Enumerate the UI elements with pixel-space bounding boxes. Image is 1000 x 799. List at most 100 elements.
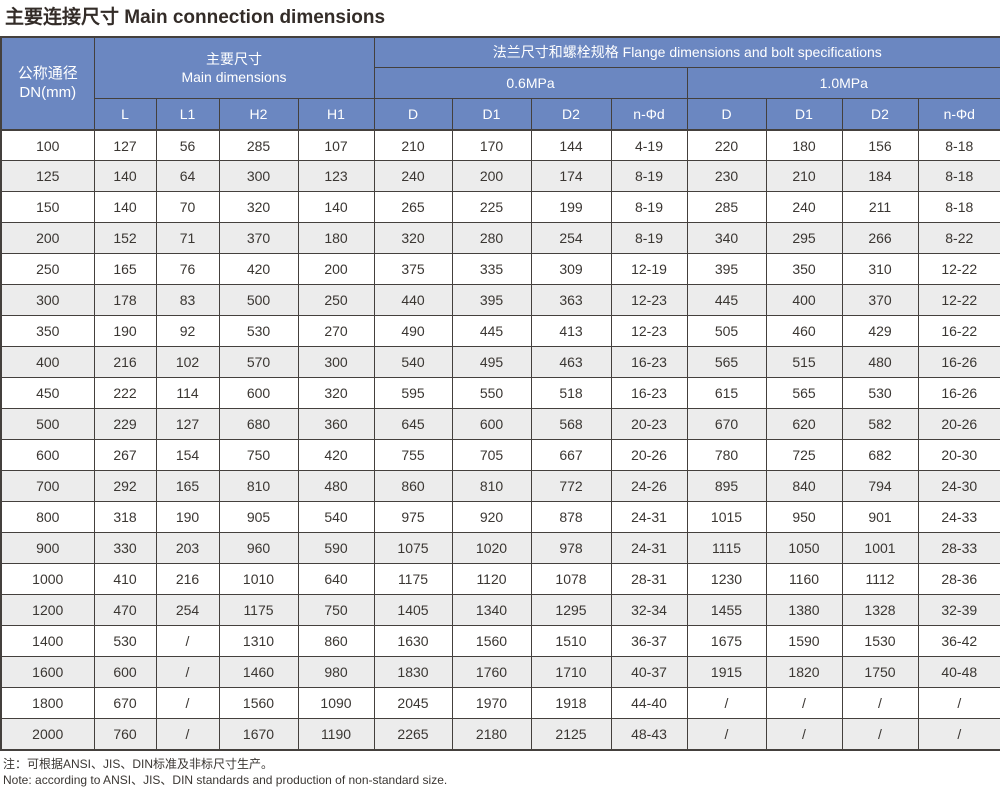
- cell: 127: [93, 129, 157, 162]
- cell: 500: [218, 284, 299, 317]
- cell: 28-36: [917, 563, 1000, 596]
- cell: 254: [530, 222, 612, 255]
- table-row: 1200 470 254 1175 750 1405 1340 1295 32-34 1455 13…: [0, 594, 1000, 627]
- cell: 270: [297, 315, 375, 348]
- table-body: 100 127 56 285 107 210 170 144 4-19 220 180 156 8-18…: [0, 129, 1000, 751]
- cell: 156: [841, 129, 919, 162]
- cell-dn: 250: [0, 253, 95, 286]
- column-header: D2: [841, 98, 919, 131]
- cell: 8-19: [610, 222, 688, 255]
- cell: 515: [765, 346, 843, 379]
- cell: 1020: [451, 532, 532, 565]
- cell-dn: 900: [0, 532, 95, 565]
- cell: 1380: [765, 594, 843, 627]
- cell: 410: [93, 563, 157, 596]
- cell: 518: [530, 377, 612, 410]
- cell: /: [841, 718, 919, 751]
- cell: 780: [686, 439, 767, 472]
- cell: 395: [451, 284, 532, 317]
- cell: 190: [93, 315, 157, 348]
- cell: 595: [373, 377, 453, 410]
- header-pressure-1-0mpa: 1.0MPa: [686, 67, 1000, 100]
- cell-dn: 300: [0, 284, 95, 317]
- cell: 794: [841, 470, 919, 503]
- cell: 102: [155, 346, 220, 379]
- cell: 24-31: [610, 532, 688, 565]
- cell: 1230: [686, 563, 767, 596]
- cell: 32-39: [917, 594, 1000, 627]
- cell: 250: [297, 284, 375, 317]
- cell: 395: [686, 253, 767, 286]
- cell: /: [155, 687, 220, 720]
- cell: 1460: [218, 656, 299, 689]
- cell: 12-19: [610, 253, 688, 286]
- table-row: 100 127 56 285 107 210 170 144 4-19 220 180 156 8-18: [0, 129, 1000, 162]
- table-row: 900 330 203 960 590 1075 1020 978 24-31 1115 1050 1…: [0, 532, 1000, 565]
- footnote-line-en: Note: according to ANSI、JIS、DIN standard…: [3, 772, 448, 787]
- cell: 445: [686, 284, 767, 317]
- cell-dn: 150: [0, 191, 95, 224]
- cell: 216: [93, 346, 157, 379]
- column-header: H2: [218, 98, 299, 131]
- cell: /: [686, 718, 767, 751]
- column-header: D: [686, 98, 767, 131]
- cell: 229: [93, 408, 157, 441]
- cell: 1675: [686, 625, 767, 658]
- cell: 320: [297, 377, 375, 410]
- header-dn-line1: 公称通径: [17, 64, 78, 82]
- cell: 810: [451, 470, 532, 503]
- cell: 582: [841, 408, 919, 441]
- cell: /: [155, 656, 220, 689]
- table-row: 1000 410 216 1010 640 1175 1120 1078 28-31 1230 11…: [0, 563, 1000, 596]
- cell: 71: [155, 222, 220, 255]
- cell: 1760: [451, 656, 532, 689]
- cell: 600: [451, 408, 532, 441]
- cell: 1710: [530, 656, 612, 689]
- cell: 760: [93, 718, 157, 751]
- column-header: H1: [297, 98, 375, 131]
- cell: 240: [765, 191, 843, 224]
- column-header: n-Φd: [917, 98, 1000, 131]
- table-row: 2000 760/1670 1190 2265 2180 2125 48-43// / /: [0, 718, 1000, 751]
- cell-dn: 500: [0, 408, 95, 441]
- column-header: n-Φd: [610, 98, 688, 131]
- cell: 64: [155, 160, 220, 193]
- cell: 420: [218, 253, 299, 286]
- table-row: 300 178 83 500 250 440 395 363 12-23 445 400 370 12-…: [0, 284, 1000, 317]
- cell: 12-23: [610, 284, 688, 317]
- cell: 152: [93, 222, 157, 255]
- cell: 190: [155, 501, 220, 534]
- cell: 265: [373, 191, 453, 224]
- cell: 565: [765, 377, 843, 410]
- cell: 670: [686, 408, 767, 441]
- cell: 1310: [218, 625, 299, 658]
- cell: 76: [155, 253, 220, 286]
- cell: 330: [93, 532, 157, 565]
- cell: 127: [155, 408, 220, 441]
- cell: 1820: [765, 656, 843, 689]
- cell: 1340: [451, 594, 532, 627]
- cell: 1175: [218, 594, 299, 627]
- cell: 225: [451, 191, 532, 224]
- cell: 8-18: [917, 160, 1000, 193]
- header-dn-line2: DN(mm): [19, 84, 77, 102]
- cell: 174: [530, 160, 612, 193]
- cell: 20-26: [610, 439, 688, 472]
- cell: 318: [93, 501, 157, 534]
- cell: 480: [841, 346, 919, 379]
- footnote: 注：可根据ANSI、JIS、DIN标准及非标尺寸生产。 Note: accord…: [3, 757, 1000, 789]
- cell: 413: [530, 315, 612, 348]
- cell: 568: [530, 408, 612, 441]
- cell: 220: [686, 129, 767, 162]
- cell: 320: [218, 191, 299, 224]
- cell: 216: [155, 563, 220, 596]
- table-row: 450 222 114 600 320 595 550 518 16-23 615 565 530 16…: [0, 377, 1000, 410]
- cell: 28-33: [917, 532, 1000, 565]
- cell: 16-23: [610, 377, 688, 410]
- cell: 772: [530, 470, 612, 503]
- cell: 530: [841, 377, 919, 410]
- column-header-row: L L1 H2 H1 D D1 D2 n-Φd D D1 D2 n-Φd: [1, 98, 1000, 131]
- cell: 12-22: [917, 284, 1000, 317]
- cell: 200: [297, 253, 375, 286]
